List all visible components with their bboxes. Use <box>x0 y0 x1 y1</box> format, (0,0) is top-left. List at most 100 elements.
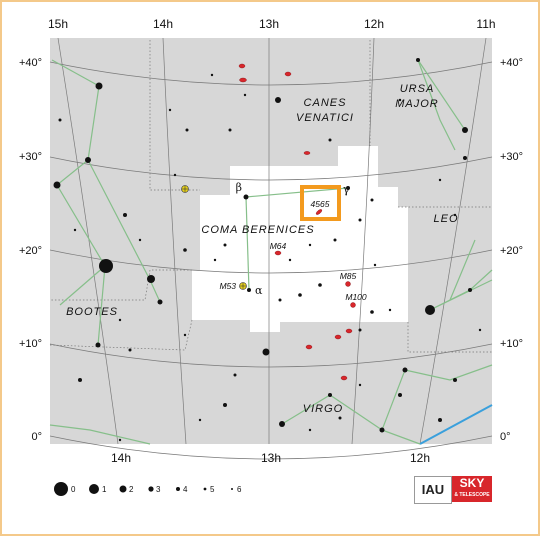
legend-label: 4 <box>183 485 188 494</box>
dec-label-right: +40° <box>500 57 523 69</box>
star <box>463 156 467 160</box>
star <box>308 428 312 432</box>
galaxy <box>303 151 311 155</box>
constellation-label-canes-venatici: CANES <box>304 97 347 109</box>
star-arcturus <box>99 259 113 273</box>
star <box>228 128 232 132</box>
star-gamma-com <box>346 186 350 190</box>
star <box>73 228 77 232</box>
legend-dot-6 <box>231 488 233 490</box>
ecliptic-line <box>419 404 493 445</box>
stars <box>53 58 482 442</box>
star <box>438 418 442 422</box>
star <box>275 97 281 103</box>
ra-label-top: 13h <box>259 17 279 31</box>
star <box>402 367 408 373</box>
legend-dot-2 <box>119 485 127 493</box>
galaxy <box>238 63 246 69</box>
constellation-label-ursa-major: URSA <box>400 83 435 95</box>
dec-label-right: +20° <box>500 245 523 257</box>
constellation-label-coma-berenices: COMA BERENICES <box>201 224 314 236</box>
star <box>210 73 214 77</box>
star <box>223 403 227 407</box>
constellation-label-bootes: BOOTES <box>66 306 118 318</box>
star <box>213 258 217 262</box>
object-label-m64: M64 <box>270 241 287 251</box>
star <box>288 258 292 262</box>
dec-label-right: +30° <box>500 151 523 163</box>
star <box>183 248 187 252</box>
sky-telescope-logo-bottom: & TELESCOPE <box>454 492 490 498</box>
star <box>328 393 332 397</box>
dec-label-left: +40° <box>19 57 42 69</box>
star <box>398 98 402 102</box>
star <box>298 293 302 297</box>
star <box>85 157 91 163</box>
star <box>333 238 337 242</box>
galaxy-m64 <box>274 250 282 256</box>
constellation-label-ursa-major: MAJOR <box>395 98 439 110</box>
galaxy <box>334 334 342 340</box>
star <box>223 243 227 247</box>
ra-label-top: 15h <box>48 17 68 31</box>
ra-label-bottom: 12h <box>410 451 430 465</box>
constellation-label-canes-venatici: VENATICI <box>296 112 354 124</box>
star <box>370 310 374 314</box>
star <box>468 288 472 292</box>
legend-dot-5 <box>203 487 207 491</box>
object-label-m53: M53 <box>219 281 236 291</box>
highlight-box-ngc4565 <box>300 185 341 221</box>
galaxies <box>238 63 356 381</box>
star <box>416 58 420 62</box>
star <box>147 275 155 283</box>
galaxy <box>340 375 348 381</box>
ra-grid <box>57 37 487 445</box>
star <box>53 181 61 189</box>
star <box>123 213 127 217</box>
star <box>388 308 392 312</box>
dec-label-left: 0° <box>31 431 42 443</box>
legend-dot-1 <box>89 484 99 494</box>
star <box>138 238 142 242</box>
star <box>379 427 385 433</box>
star <box>118 438 122 442</box>
star <box>128 348 132 352</box>
legend-dot-4 <box>176 487 180 491</box>
star <box>168 108 172 112</box>
sky-telescope-logo: SKY & TELESCOPE <box>452 476 492 502</box>
star <box>308 243 312 247</box>
star <box>358 218 362 222</box>
greek-label-alpha: α <box>255 284 263 297</box>
greek-label-beta: β <box>236 181 242 194</box>
sky-telescope-logo-top: SKY <box>459 476 485 490</box>
star <box>370 198 374 202</box>
star <box>462 127 468 133</box>
greek-label-gamma: γ <box>343 183 350 196</box>
star <box>198 418 202 422</box>
star <box>185 128 189 132</box>
dec-label-right: +10° <box>500 338 523 350</box>
legend-label: 0 <box>71 485 76 494</box>
dec-label-right: 0° <box>500 431 511 443</box>
dec-label-left: +30° <box>19 151 42 163</box>
star <box>453 378 457 382</box>
magnitude-legend: 0 1 2 3 4 5 6 <box>54 482 242 496</box>
galaxy-m85 <box>345 281 351 287</box>
star <box>118 318 122 322</box>
star <box>278 298 282 302</box>
star <box>279 421 285 427</box>
legend-dot-3 <box>148 486 154 492</box>
star <box>183 333 187 337</box>
star <box>478 328 482 332</box>
galaxy-m100 <box>350 302 356 308</box>
legend-label: 6 <box>237 485 242 494</box>
star <box>157 299 163 305</box>
ra-label-bottom: 13h <box>261 451 281 465</box>
ra-label-top: 11h <box>476 17 495 31</box>
iau-logo-text: IAU <box>421 482 445 497</box>
iau-logo: IAU <box>414 476 452 504</box>
star <box>358 328 362 332</box>
star <box>58 118 62 122</box>
legend-label: 5 <box>210 485 215 494</box>
